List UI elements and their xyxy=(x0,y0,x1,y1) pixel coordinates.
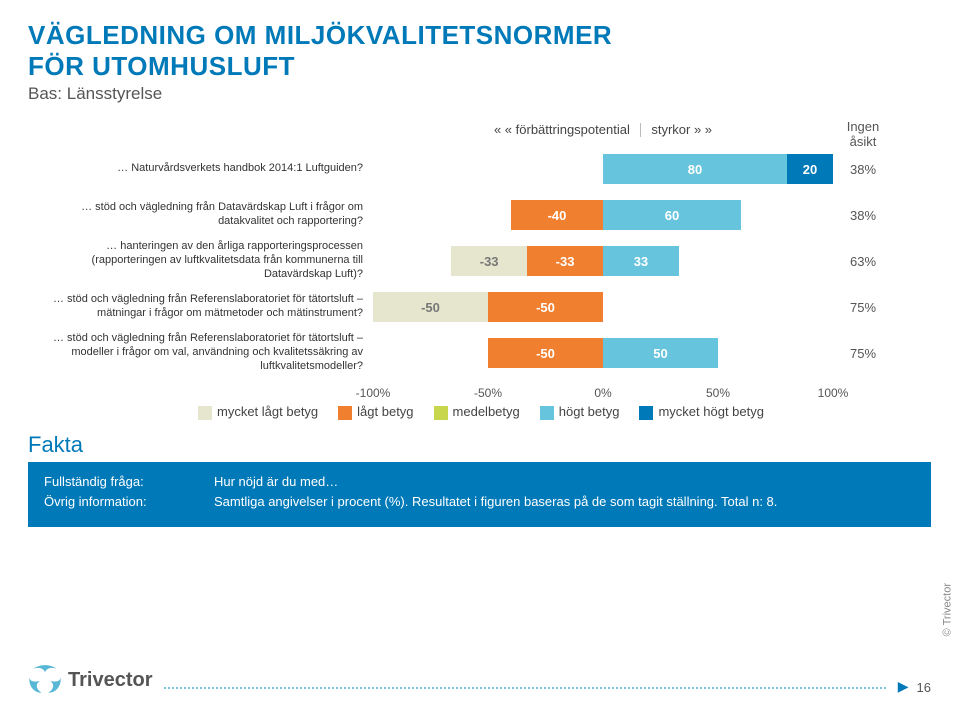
legend-item: lågt betyg xyxy=(338,404,413,420)
legend-swatch xyxy=(338,406,352,420)
fakta-value-2: Samtliga angivelser i procent (%). Resul… xyxy=(214,492,915,513)
row-pct: 38% xyxy=(833,162,893,177)
fakta-value-1: Hur nöjd är du med… xyxy=(214,472,915,493)
legend-swatch xyxy=(540,406,554,420)
chart-row: … stöd och vägledning från Referenslabor… xyxy=(28,284,928,330)
axis-tick: 0% xyxy=(594,386,611,400)
chart-row: … hanteringen av den årliga rapportering… xyxy=(28,238,928,284)
legend-swatch xyxy=(198,406,212,420)
fakta-label-2: Övrig information: xyxy=(44,492,214,513)
row-pct: 38% xyxy=(833,208,893,223)
chart-header: « « förbättringspotential styrkor » » xyxy=(373,122,833,146)
row-plot: -4060 xyxy=(373,192,833,238)
row-label: … stöd och vägledning från Datavärdskap … xyxy=(28,201,373,229)
logo: Trivector xyxy=(28,665,152,695)
chart-row: … stöd och vägledning från Datavärdskap … xyxy=(28,192,928,238)
axis-tick: -100% xyxy=(356,386,391,400)
page-number: 16 xyxy=(917,680,931,695)
legend-swatch xyxy=(639,406,653,420)
legend-label: mycket lågt betyg xyxy=(217,404,318,419)
copyright: © Trivector xyxy=(941,583,953,636)
legend-item: högt betyg xyxy=(540,404,620,420)
axis-tick: 50% xyxy=(706,386,730,400)
bar-segment: -50 xyxy=(373,292,488,322)
bar-segment: -33 xyxy=(527,246,603,276)
legend-label: medelbetyg xyxy=(453,404,520,419)
bar-segment: 60 xyxy=(603,200,741,230)
legend-label: lågt betyg xyxy=(357,404,413,419)
row-label: … stöd och vägledning från Referenslabor… xyxy=(28,293,373,321)
chart-row: … Naturvårdsverkets handbok 2014:1 Luftg… xyxy=(28,146,928,192)
legend-item: medelbetyg xyxy=(434,404,520,420)
footer-divider xyxy=(164,687,885,689)
axis-tick: -50% xyxy=(474,386,502,400)
legend-label: högt betyg xyxy=(559,404,620,419)
bar-segment: 20 xyxy=(787,154,833,184)
arrow-icon: ▶ xyxy=(898,678,909,695)
row-pct: 75% xyxy=(833,300,893,315)
axis-legend-header: « « förbättringspotential styrkor » » xyxy=(373,122,833,137)
header-right-label: styrkor » » xyxy=(651,122,712,137)
legend-item: mycket högt betyg xyxy=(639,404,764,420)
bar-segment: -33 xyxy=(451,246,527,276)
logo-text: Trivector xyxy=(68,669,152,692)
footer: Trivector ▶ 16 xyxy=(28,665,931,695)
chart: « « förbättringspotential styrkor » » In… xyxy=(28,122,928,396)
legend-swatch xyxy=(434,406,448,420)
header-left-label: « « förbättringspotential xyxy=(494,122,630,137)
fakta-label-1: Fullständig fråga: xyxy=(44,472,214,493)
legend: mycket lågt betyg lågt betyg medelbetyg hög… xyxy=(198,404,931,420)
row-label: … Naturvårdsverkets handbok 2014:1 Luftg… xyxy=(28,162,373,176)
title-line2: FÖR UTOMHUSLUFT xyxy=(28,51,931,82)
pct-header: Ingen åsikt xyxy=(833,119,893,149)
page-title: VÄGLEDNING OM MILJÖKVALITETSNORMER FÖR U… xyxy=(28,20,931,82)
bar-segment: -50 xyxy=(488,292,603,322)
bar-segment: 33 xyxy=(603,246,679,276)
fakta-panel: Fullständig fråga: Övrig information: Hu… xyxy=(28,462,931,528)
row-pct: 75% xyxy=(833,346,893,361)
subtitle: Bas: Länsstyrelse xyxy=(28,84,931,104)
fakta-heading: Fakta xyxy=(28,432,931,458)
row-plot: -5050 xyxy=(373,330,833,376)
chart-row: … stöd och vägledning från Referenslabor… xyxy=(28,330,928,376)
row-plot: -50-50 xyxy=(373,284,833,330)
row-plot: -33-3333 xyxy=(373,238,833,284)
legend-label: mycket högt betyg xyxy=(658,404,764,419)
row-label: … stöd och vägledning från Referenslabor… xyxy=(28,332,373,373)
logo-icon xyxy=(28,665,62,695)
title-line1: VÄGLEDNING OM MILJÖKVALITETSNORMER xyxy=(28,20,612,50)
bar-segment: 80 xyxy=(603,154,787,184)
bar-segment: -50 xyxy=(488,338,603,368)
axis-tick: 100% xyxy=(818,386,849,400)
row-pct: 63% xyxy=(833,254,893,269)
header-separator xyxy=(640,123,642,137)
bar-segment: 50 xyxy=(603,338,718,368)
row-label: … hanteringen av den årliga rapportering… xyxy=(28,240,373,281)
bar-segment: -40 xyxy=(511,200,603,230)
legend-item: mycket lågt betyg xyxy=(198,404,318,420)
row-plot: 8020 xyxy=(373,146,833,192)
